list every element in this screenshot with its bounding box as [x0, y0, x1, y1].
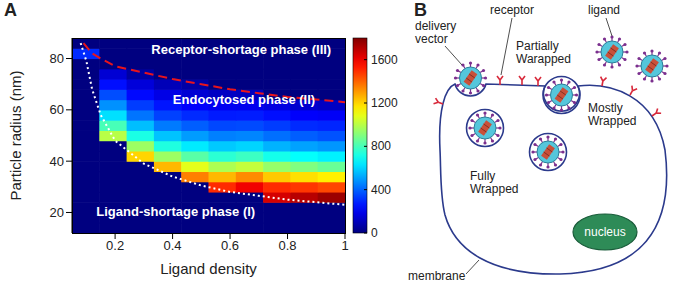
- svg-text:0.4: 0.4: [164, 238, 182, 253]
- svg-text:membrane: membrane: [408, 269, 466, 283]
- svg-text:deliveryvector: deliveryvector: [415, 19, 456, 46]
- svg-text:400: 400: [371, 183, 391, 197]
- svg-text:A: A: [4, 0, 17, 20]
- svg-text:Ligand density: Ligand density: [160, 260, 257, 277]
- svg-text:PartiallyWarapped: PartiallyWarapped: [516, 39, 571, 66]
- svg-text:40: 40: [50, 154, 64, 169]
- svg-text:B: B: [414, 0, 427, 20]
- svg-text:0.2: 0.2: [106, 238, 124, 253]
- svg-text:Particle radius (nm): Particle radius (nm): [7, 70, 24, 200]
- svg-text:Endocytosed phase (II): Endocytosed phase (II): [173, 92, 315, 107]
- svg-text:0.8: 0.8: [278, 238, 296, 253]
- svg-text:1200: 1200: [371, 96, 398, 110]
- svg-text:nucleus: nucleus: [584, 225, 625, 239]
- svg-text:800: 800: [371, 139, 391, 153]
- svg-text:0.6: 0.6: [221, 238, 239, 253]
- svg-text:0: 0: [371, 226, 378, 240]
- svg-text:20: 20: [50, 205, 64, 220]
- svg-text:80: 80: [50, 51, 64, 66]
- svg-text:60: 60: [50, 102, 64, 117]
- svg-text:receptor: receptor: [490, 3, 534, 17]
- svg-text:FullyWrapped: FullyWrapped: [470, 169, 518, 196]
- svg-text:1600: 1600: [371, 53, 398, 67]
- svg-text:1: 1: [341, 238, 348, 253]
- svg-text:Receptor-shortage phase (III): Receptor-shortage phase (III): [151, 42, 331, 57]
- svg-text:ligand: ligand: [588, 3, 620, 17]
- svg-text:Ligand-shortage phase (I): Ligand-shortage phase (I): [96, 204, 255, 219]
- svg-text:MostlyWrapped: MostlyWrapped: [588, 101, 636, 128]
